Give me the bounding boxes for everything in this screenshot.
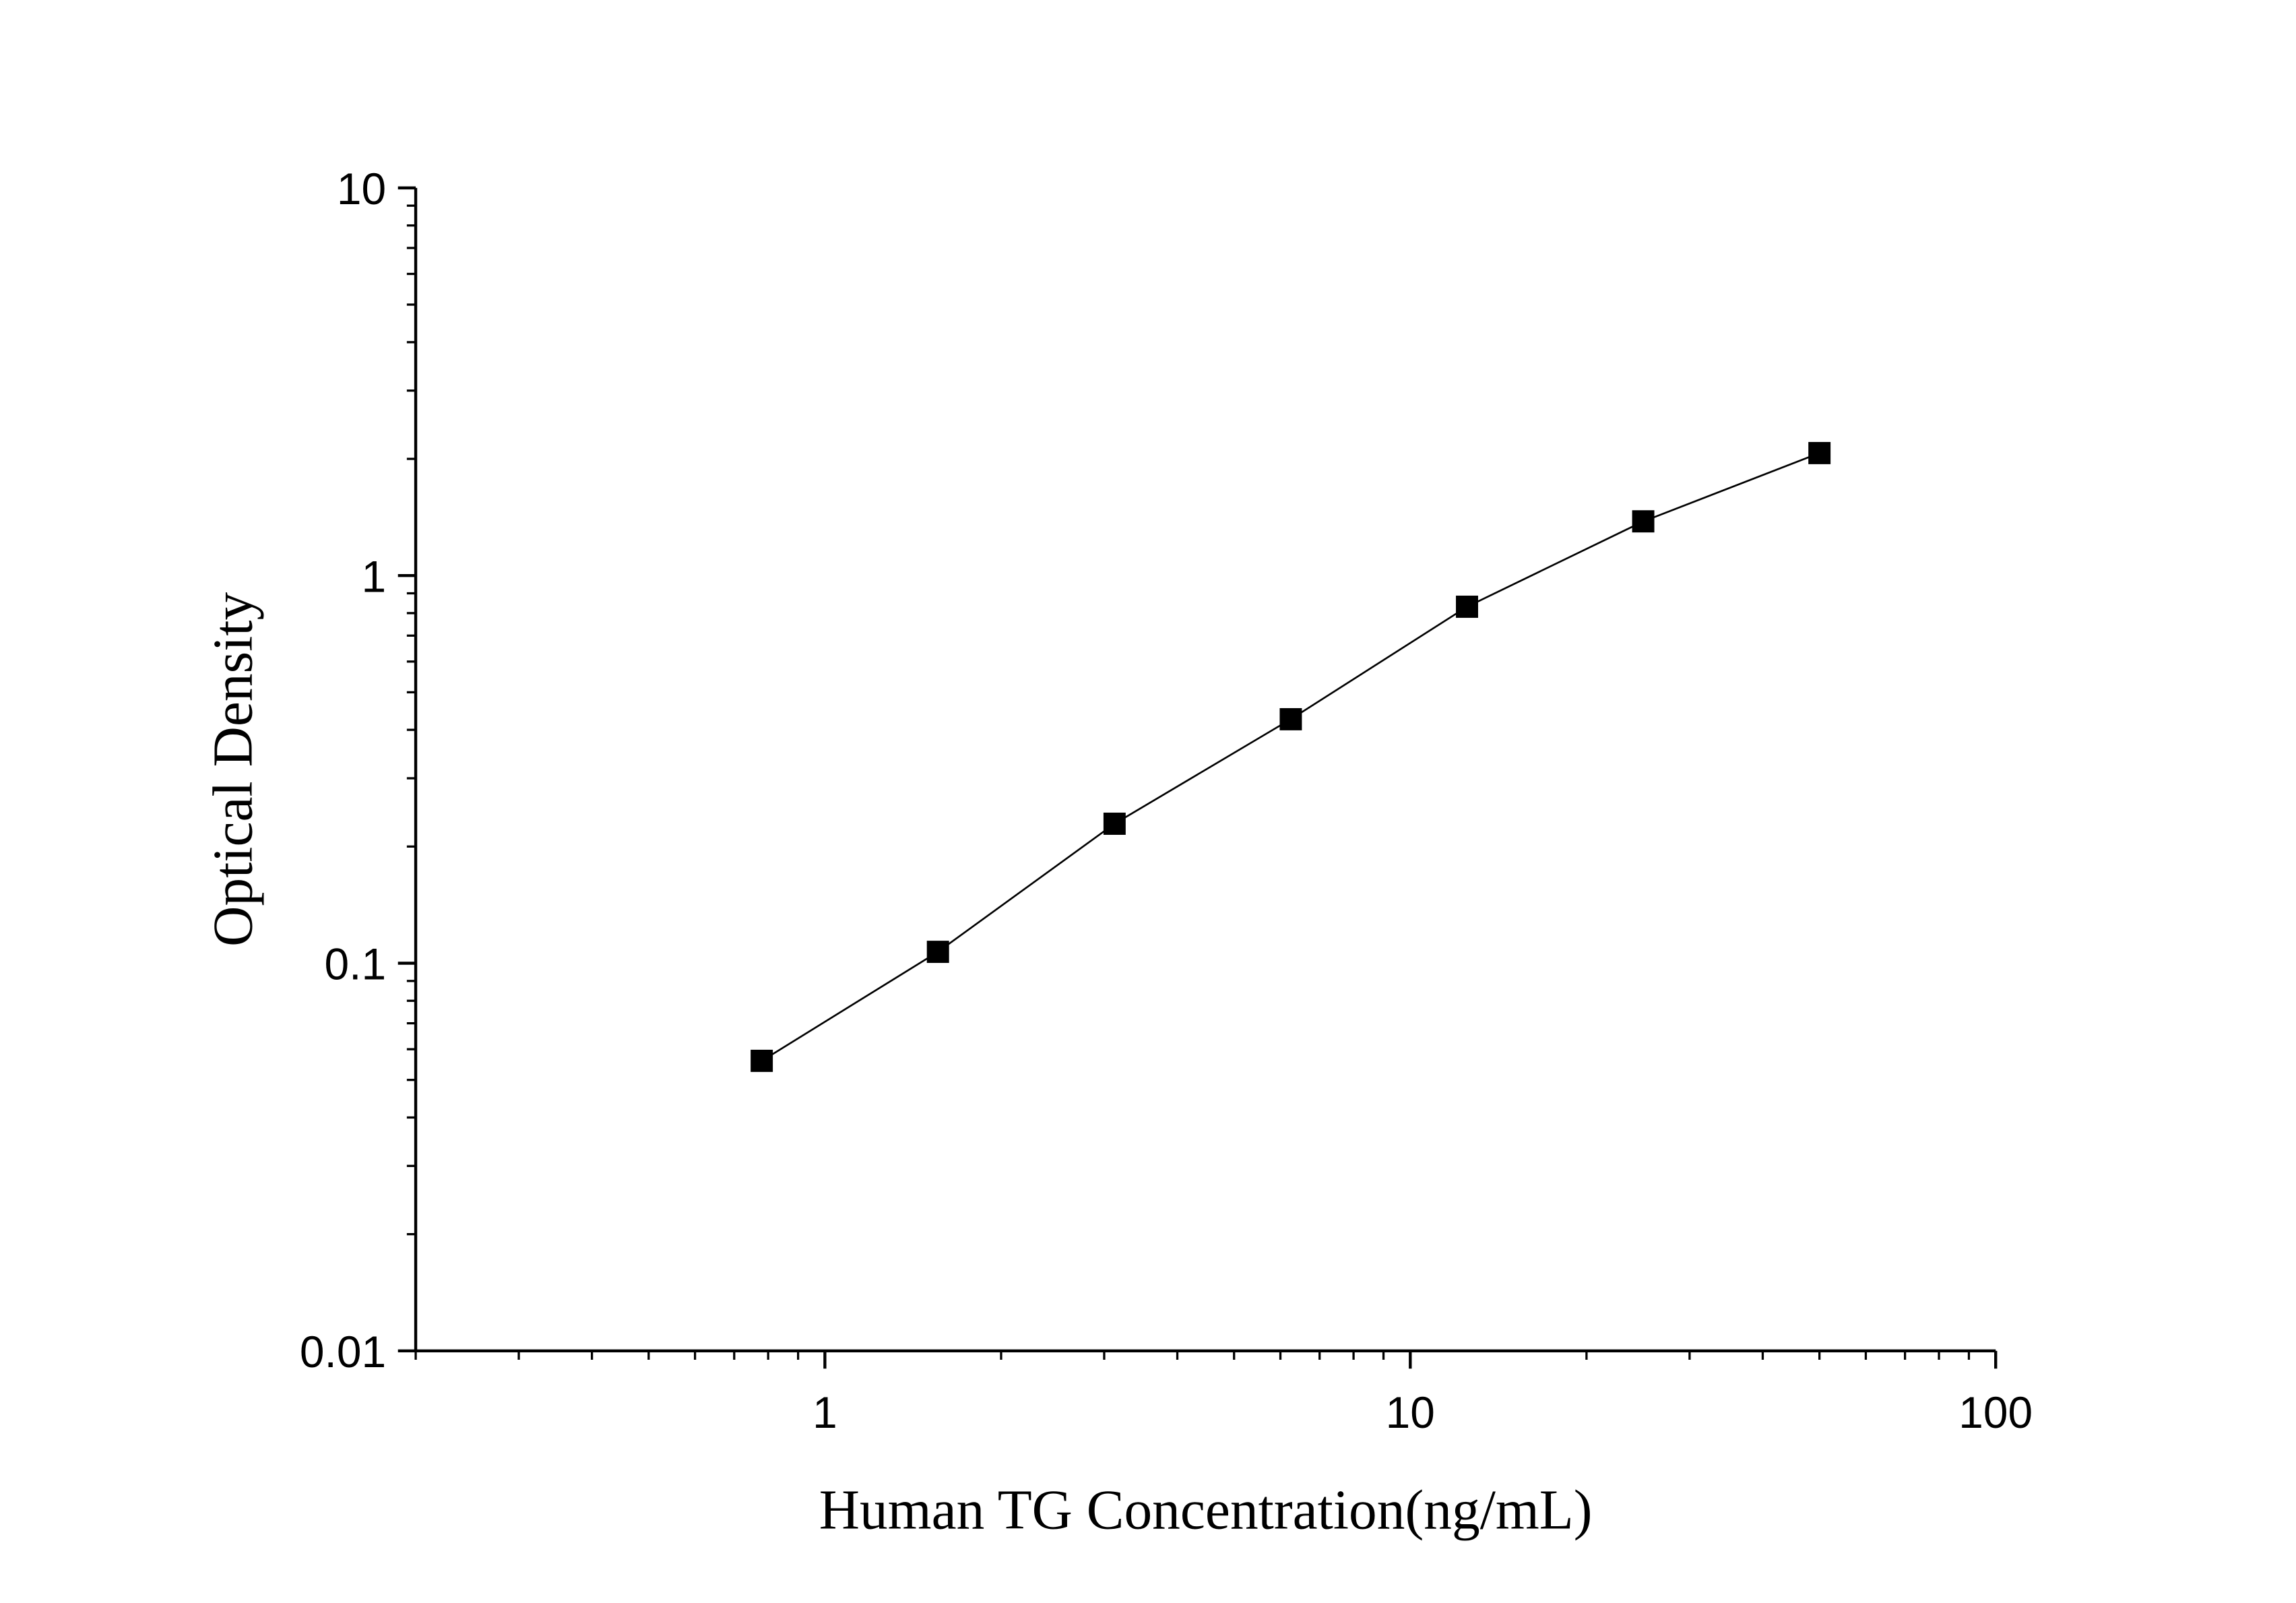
data-point xyxy=(1279,708,1302,730)
y-tick-label: 1 xyxy=(361,551,386,601)
series-line xyxy=(761,452,1820,1062)
ticks: 1 10 100 0.01 0.1 1 10 xyxy=(300,164,2033,1437)
y-tick-label: 0.01 xyxy=(300,1327,386,1377)
data-point xyxy=(1456,595,1478,618)
x-axis-title: Human TG Concentration(ng/mL) xyxy=(819,1479,1593,1541)
data-point xyxy=(1808,441,1831,464)
data-point xyxy=(1103,813,1126,835)
data-point xyxy=(751,1049,773,1072)
data-point xyxy=(1632,510,1655,533)
x-tick-label: 100 xyxy=(1958,1387,2033,1437)
axes xyxy=(414,187,1996,1353)
y-axis-title: Optical Density xyxy=(202,592,264,947)
y-tick-label: 10 xyxy=(337,164,386,214)
plot-area xyxy=(751,441,1831,1072)
x-tick-label: 10 xyxy=(1386,1387,1435,1437)
y-tick-label: 0.1 xyxy=(325,939,387,989)
x-tick-label: 1 xyxy=(812,1387,837,1437)
data-point xyxy=(926,941,949,964)
